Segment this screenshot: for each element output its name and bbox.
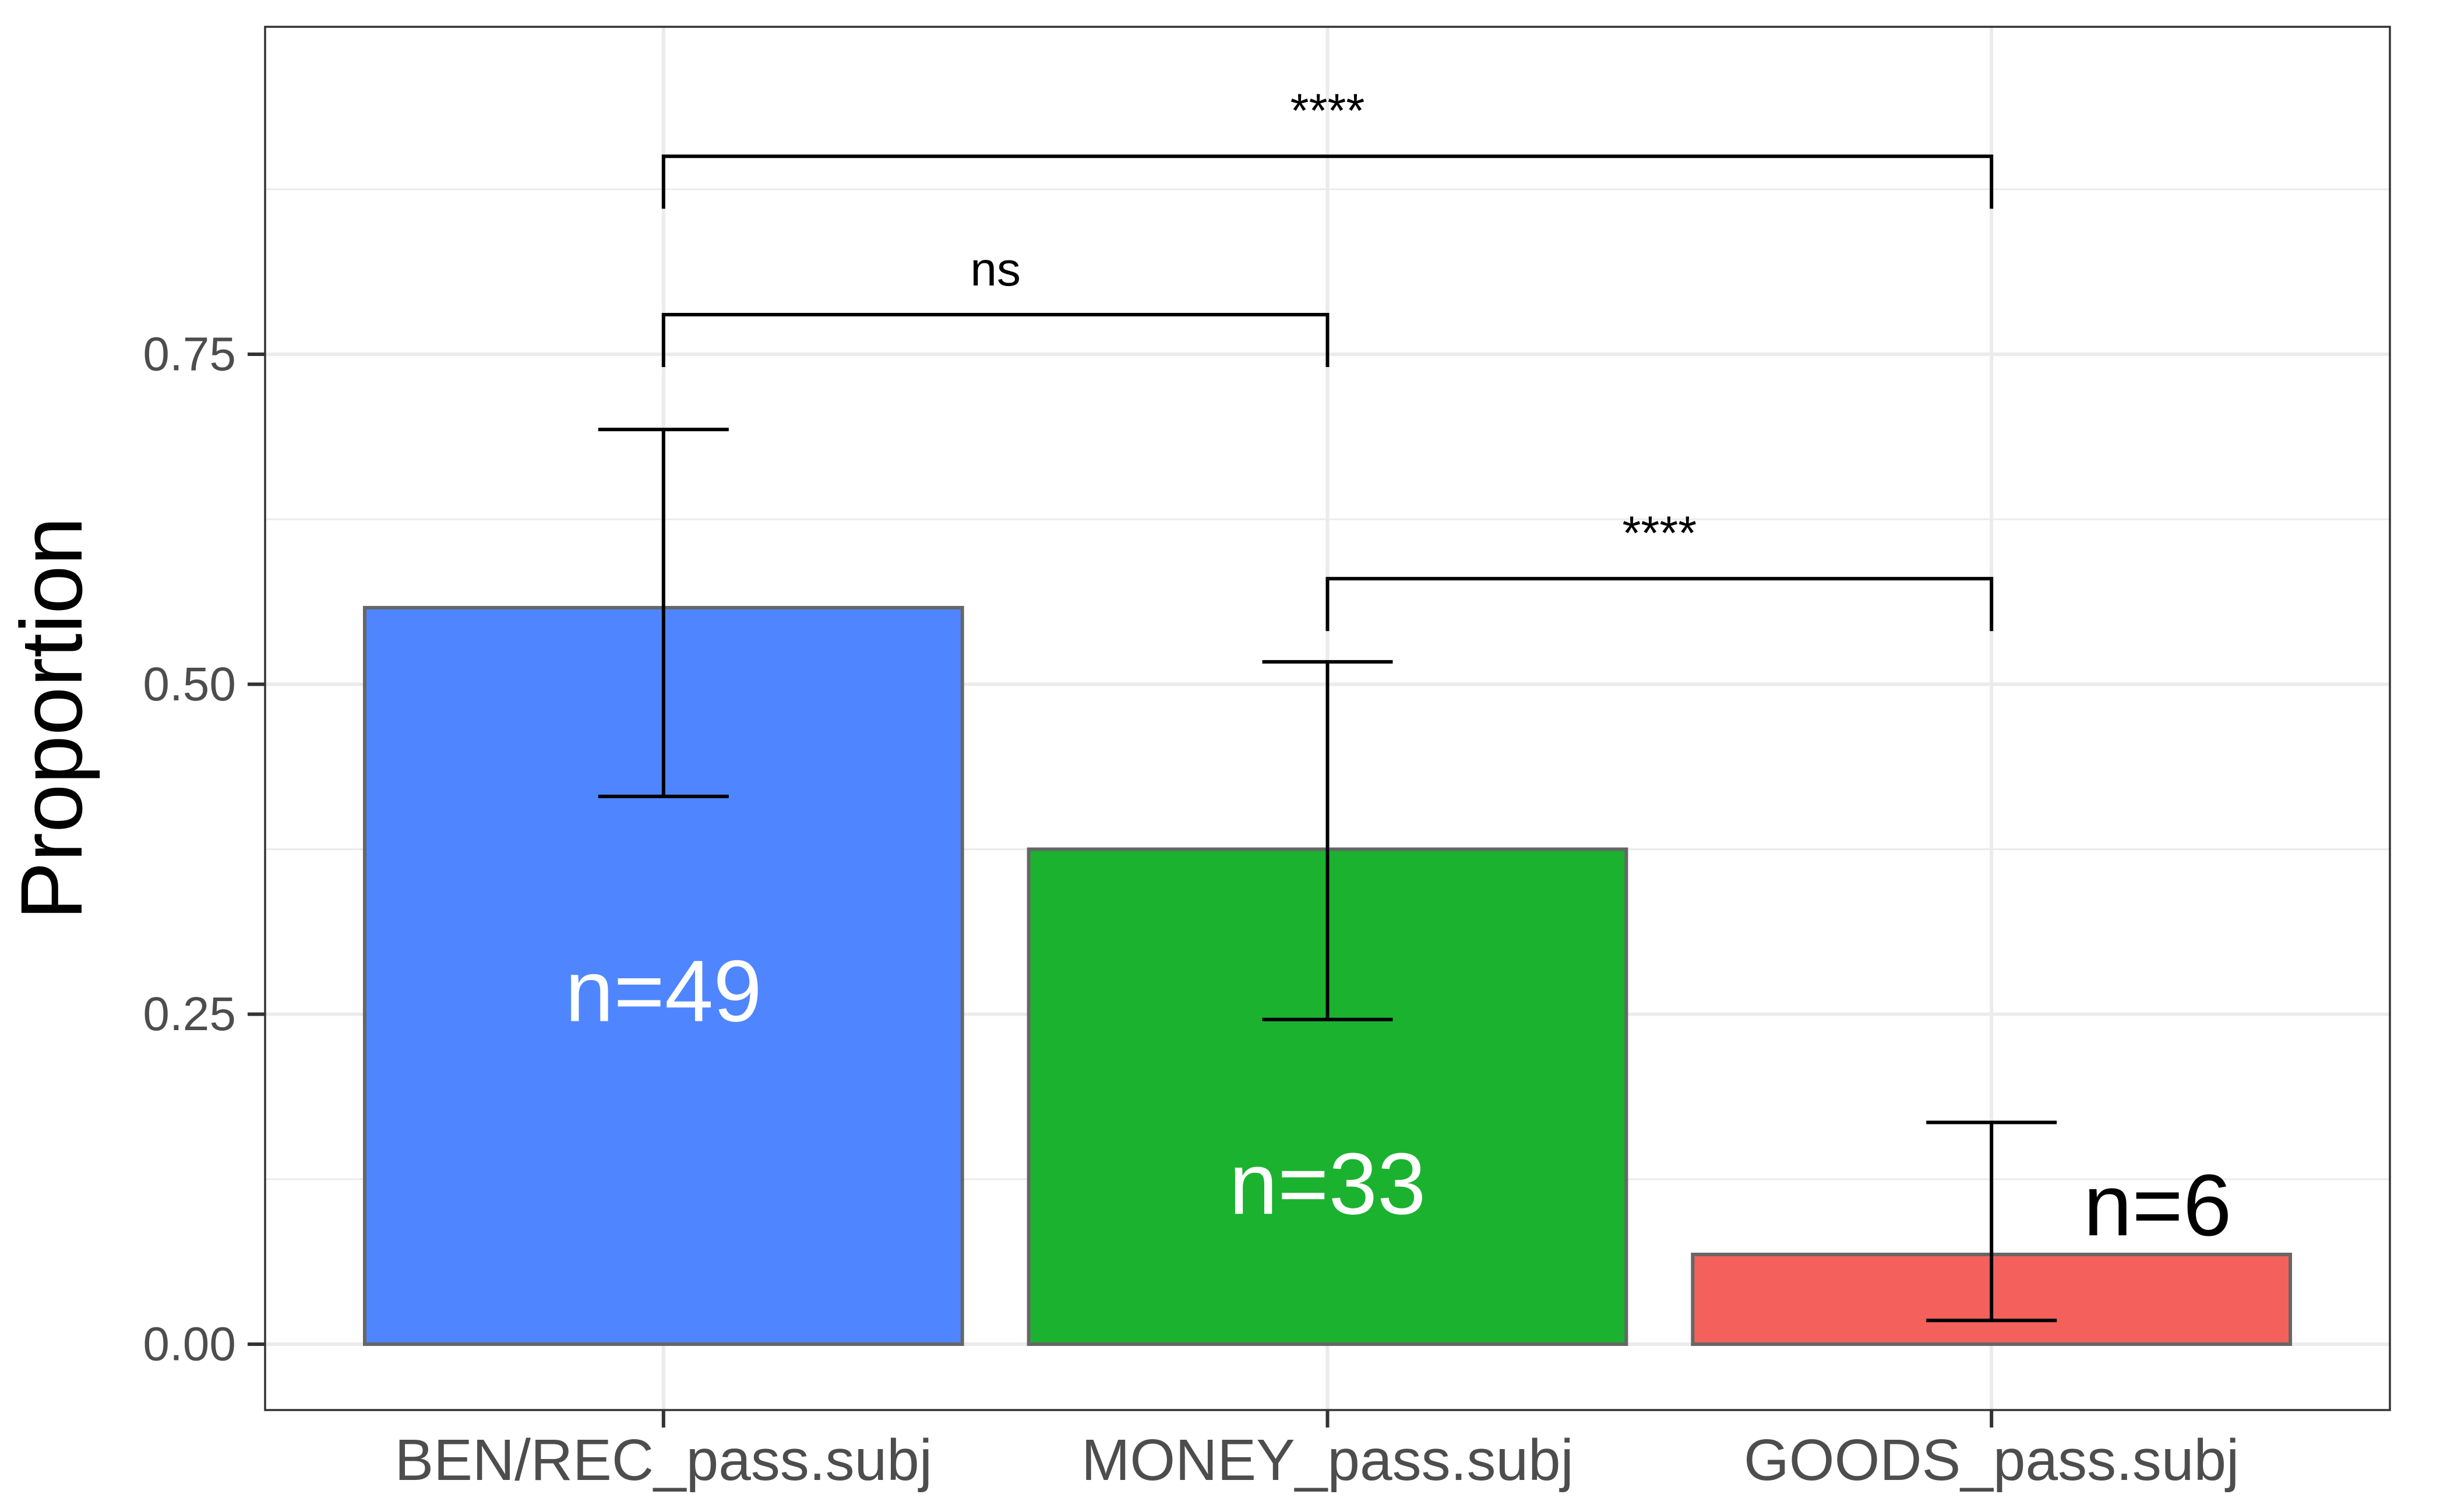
bar-count-label: n=6 (2083, 1156, 2231, 1254)
significance-bracket (661, 313, 1330, 368)
significance-bracket (661, 154, 1994, 209)
x-tick-label: GOODS_pass.subj (1744, 1428, 2239, 1493)
bars (362, 605, 2293, 1346)
axes: 0.00 0.25 0.50 0.75 BEN/REC_pass.subj MONEY_p… (143, 328, 2239, 1493)
x-tick-label: MONEY_pass.subj (1081, 1428, 1574, 1493)
y-tick-label: 0.00 (143, 1318, 236, 1371)
y-axis-title: Proportion (2, 517, 100, 920)
x-tick-label: BEN/REC_pass.subj (395, 1428, 933, 1493)
bar-count-label: n=33 (1229, 1134, 1426, 1232)
bar-count-label: n=49 (565, 942, 762, 1040)
y-tick-label: 0.50 (143, 658, 236, 711)
significance-bracket (1325, 577, 1994, 632)
significance-label: **** (1623, 507, 1697, 560)
significance-label: ns (970, 243, 1021, 296)
y-tick-label: 0.25 (143, 988, 236, 1041)
significance-label: **** (1291, 84, 1365, 138)
significance-brackets: ns **** **** (661, 84, 1994, 632)
error-bars (598, 428, 2057, 1323)
bar-count-labels: n=49 n=33 n=6 (565, 942, 2232, 1254)
y-tick-label: 0.75 (143, 328, 236, 381)
